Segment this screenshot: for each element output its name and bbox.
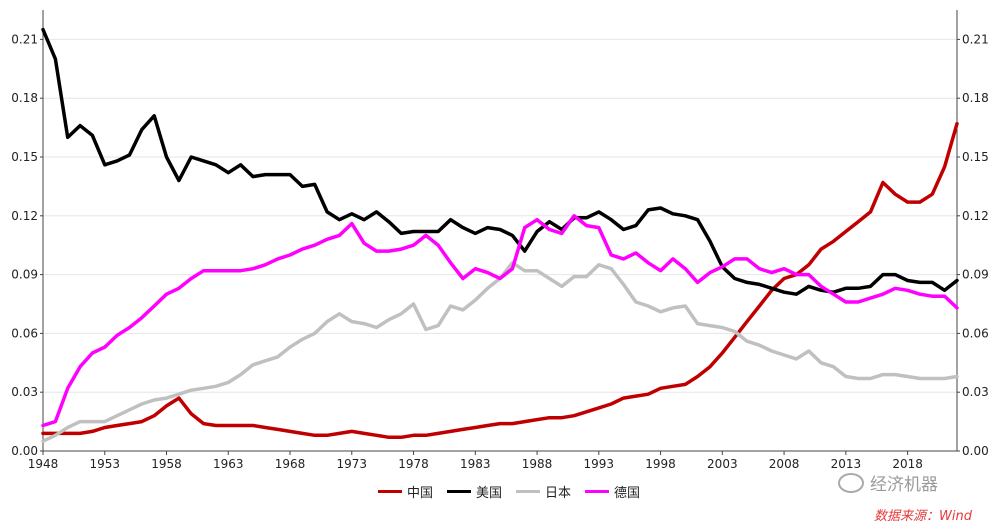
y-tick-label-left: 0.06 (11, 326, 38, 340)
legend: 中国 美国 日本 德国 (378, 482, 640, 501)
x-ticks: 1948 1953 1958 1963 1968 1973 1978 1983 1988 1993… (28, 457, 923, 470)
legend-swatch (378, 490, 402, 493)
watermark: 经济机器 (838, 470, 938, 495)
y-tick-label-right: 0.21 (962, 32, 989, 46)
wechat-icon (838, 472, 864, 493)
x-tick-label: 1953 (89, 457, 120, 470)
legend-item: 德国 (585, 482, 640, 501)
y-tick-label-left: 0.09 (11, 268, 38, 282)
legend-swatch (447, 490, 472, 493)
y-tick-label-right: 0.15 (962, 150, 989, 164)
y-tick-label-left: 0.12 (11, 209, 38, 223)
y-tick-label-right: 0.09 (962, 268, 989, 282)
y-tick-label-right: 0.12 (962, 209, 989, 223)
y-tick-label-left: 0.03 (11, 385, 38, 399)
series-line-德国 (41, 214, 959, 428)
x-tick-label: 1983 (460, 457, 491, 470)
chart: 0.000.030.060.090.120.150.180.21 0.000.0… (11, 10, 989, 470)
y-tick-label-right: 0.06 (962, 326, 989, 340)
x-tick-label: 2003 (707, 457, 738, 470)
legend-item: 美国 (447, 482, 502, 501)
legend-swatch (585, 490, 610, 493)
x-tick-label: 1973 (337, 457, 368, 470)
legend-item: 中国 (378, 482, 433, 501)
x-tick-label: 1988 (522, 457, 553, 470)
gridlines (43, 38, 957, 393)
watermark-text: 经济机器 (870, 475, 938, 495)
legend-label: 中国 (407, 486, 434, 501)
x-tick-label: 1963 (213, 457, 244, 470)
axes (40, 10, 960, 455)
x-tick-label: 2018 (892, 457, 923, 470)
legend-label: 美国 (476, 486, 503, 501)
x-tick-label: 1978 (398, 457, 429, 470)
legend-item: 日本 (516, 482, 571, 501)
series-line-中国 (41, 121, 959, 440)
series-lines (41, 27, 959, 443)
series-line-美国 (41, 27, 959, 296)
y-ticks-left: 0.00 0.03 0.06 0.09 0.12 0.15 0.18 0.21 (11, 32, 38, 458)
x-tick-label: 1993 (584, 457, 615, 470)
y-tick-label-left: 0.00 (11, 444, 38, 458)
x-tick-label: 1998 (645, 457, 676, 470)
x-tick-label: 2013 (831, 457, 862, 470)
y-tick-label-right: 0.03 (962, 385, 989, 399)
y-tick-label-left: 0.15 (11, 150, 38, 164)
y-ticks-right: 0.00 0.03 0.06 0.09 0.12 0.15 0.18 0.21 (962, 32, 989, 458)
legend-label: 日本 (545, 486, 572, 501)
x-tick-label: 2008 (769, 457, 800, 470)
x-tick-label: 1968 (275, 457, 306, 470)
y-tick-label-left: 0.18 (11, 91, 38, 105)
x-tick-label: 1958 (151, 457, 182, 470)
x-tick-label: 1948 (28, 457, 59, 470)
legend-label: 德国 (614, 486, 641, 501)
source-note: 数据来源：Wind (874, 509, 972, 524)
y-tick-label-left: 0.21 (11, 32, 38, 46)
legend-swatch (516, 490, 541, 493)
y-tick-label-right: 0.18 (962, 91, 989, 105)
y-tick-label-right: 0.00 (962, 444, 989, 458)
